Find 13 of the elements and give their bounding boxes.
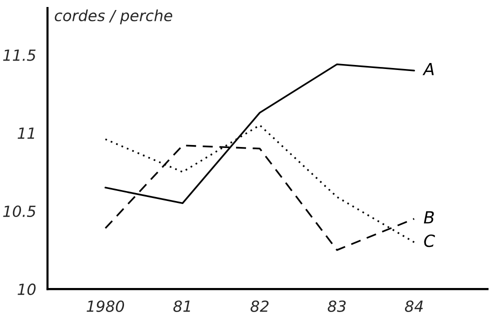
- x-tick-label: 84: [404, 300, 423, 312]
- y-tick-label: 11: [18, 128, 34, 139]
- y-tick-label: 11.5: [3, 50, 36, 61]
- y-tick-label: 10: [18, 284, 36, 296]
- y-tick-label: 10.5: [3, 205, 36, 218]
- x-tick-label: 82: [250, 300, 269, 312]
- x-tick-label: 1980: [86, 300, 124, 312]
- x-tick-label: 81: [173, 300, 190, 312]
- series-label: B: [424, 211, 434, 224]
- series-label: A: [422, 62, 434, 76]
- x-tick-label: 83: [328, 300, 346, 312]
- series-label: C: [424, 234, 436, 248]
- y-axis-title: cordes / perche: [54, 9, 172, 24]
